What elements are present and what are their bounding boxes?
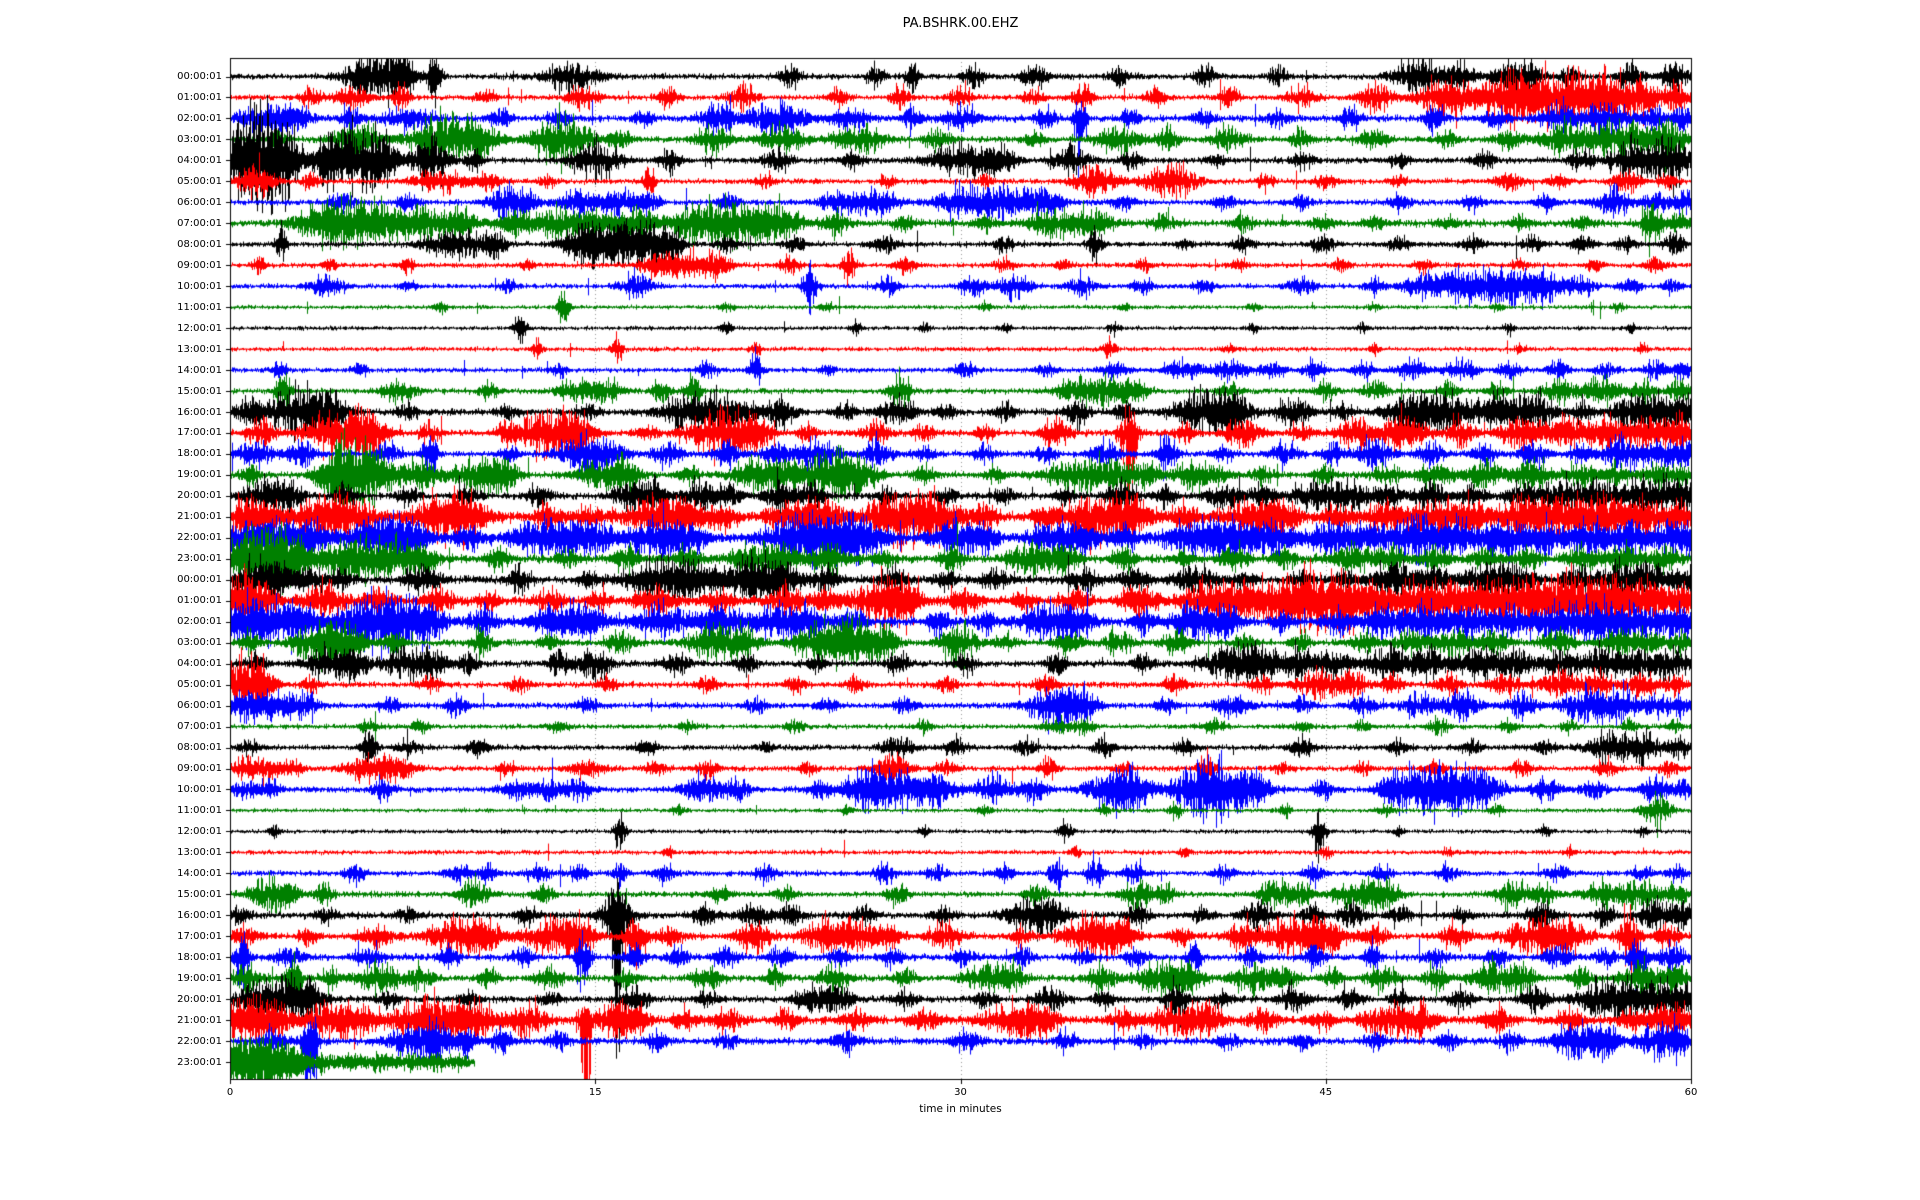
x-tick-label: 30 xyxy=(954,1087,967,1098)
chart-title: PA.BSHRK.00.EHZ xyxy=(902,16,1019,31)
y-tick-label: 22:00:01 xyxy=(177,532,222,544)
x-tick-label: 60 xyxy=(1684,1087,1698,1098)
y-tick-label: 14:00:01 xyxy=(177,867,222,879)
y-tick-label: 13:00:01 xyxy=(177,343,222,355)
y-tick-label: 01:00:01 xyxy=(177,595,222,607)
y-tick-label: 15:00:01 xyxy=(177,888,222,900)
y-tick-label: 03:00:01 xyxy=(177,133,222,145)
y-tick-label: 15:00:01 xyxy=(177,385,222,397)
y-tick-label: 23:00:01 xyxy=(177,553,222,565)
y-tick-label: 01:00:01 xyxy=(177,91,222,103)
y-tick-label: 05:00:01 xyxy=(177,679,222,691)
y-tick-label: 00:00:01 xyxy=(177,71,222,82)
y-tick-label: 16:00:01 xyxy=(177,909,222,921)
y-tick-label: 19:00:01 xyxy=(177,972,222,984)
y-tick-label: 10:00:01 xyxy=(177,280,222,292)
y-tick-label: 02:00:01 xyxy=(177,616,222,628)
y-tick-label: 18:00:01 xyxy=(177,448,222,460)
y-tick-label: 09:00:01 xyxy=(177,259,222,271)
y-tick-label: 08:00:01 xyxy=(177,742,222,754)
y-tick-label: 17:00:01 xyxy=(177,930,222,942)
x-tick-label: 45 xyxy=(1319,1087,1333,1098)
y-tick-label: 06:00:01 xyxy=(177,196,222,208)
y-tick-label: 02:00:01 xyxy=(177,112,222,124)
y-tick-label: 12:00:01 xyxy=(177,825,222,837)
y-tick-label: 23:00:01 xyxy=(177,1056,222,1068)
y-tick-label: 20:00:01 xyxy=(177,993,222,1005)
y-tick-label: 05:00:01 xyxy=(177,175,222,187)
x-axis-label: time in minutes xyxy=(919,1103,1002,1115)
y-tick-label: 04:00:01 xyxy=(177,658,222,670)
y-tick-label: 13:00:01 xyxy=(177,846,222,858)
y-tick-label: 22:00:01 xyxy=(177,1035,222,1047)
y-tick-label: 19:00:01 xyxy=(177,469,222,481)
y-tick-label: 09:00:01 xyxy=(177,763,222,774)
y-tick-label: 00:00:01 xyxy=(177,574,222,586)
y-tick-label: 14:00:01 xyxy=(177,364,222,376)
y-tick-label: 12:00:01 xyxy=(177,322,222,334)
y-tick-label: 20:00:01 xyxy=(177,490,222,502)
y-tick-label: 18:00:01 xyxy=(177,951,222,963)
y-tick-label: 07:00:01 xyxy=(177,217,222,229)
x-tick-label: 0 xyxy=(226,1087,234,1098)
y-tick-label: 10:00:01 xyxy=(177,783,222,795)
y-tick-label: 21:00:01 xyxy=(177,511,222,523)
y-tick-label: 11:00:01 xyxy=(177,804,222,816)
y-tick-label: 17:00:01 xyxy=(177,427,222,439)
y-tick-label: 04:00:01 xyxy=(177,154,222,166)
y-tick-label: 07:00:01 xyxy=(177,721,222,733)
y-tick-label: 21:00:01 xyxy=(177,1014,222,1026)
y-tick-label: 06:00:01 xyxy=(177,700,222,712)
x-tick-label: 15 xyxy=(588,1087,602,1098)
y-tick-label: 11:00:01 xyxy=(177,301,222,313)
y-tick-label: 03:00:01 xyxy=(177,637,222,649)
y-tick-label: 08:00:01 xyxy=(177,238,222,250)
y-tick-label: 16:00:01 xyxy=(177,406,222,418)
